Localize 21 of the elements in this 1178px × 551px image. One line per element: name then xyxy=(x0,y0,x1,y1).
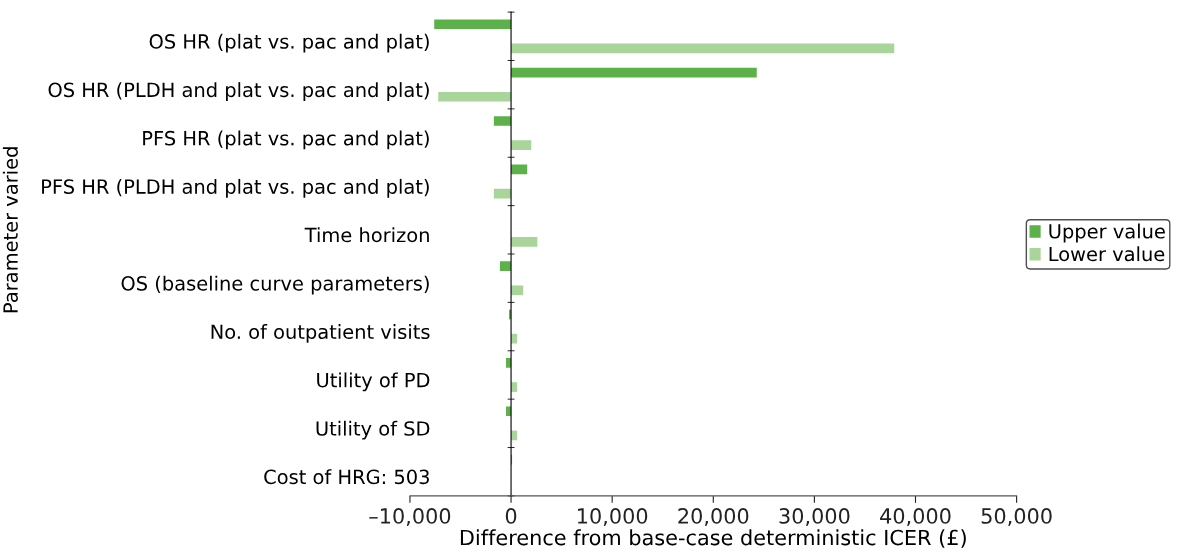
x-tick-label: 50,000 xyxy=(981,508,1052,526)
y-tick-label: OS HR (plat vs. pac and plat) xyxy=(149,33,429,53)
x-tick-label: 20,000 xyxy=(678,508,749,526)
x-tick-label: 10,000 xyxy=(578,508,648,526)
legend-label: Upper value xyxy=(1049,223,1165,243)
x-axis-title: Difference from base-case deterministic ICER (£) xyxy=(460,529,966,548)
y-tick-label: Utility of SD xyxy=(316,420,430,440)
x-tick-label: 0 xyxy=(505,508,517,524)
x-tick-label: –10,000 xyxy=(369,508,451,526)
y-tick-label: OS HR (PLDH and plat vs. pac and plat) xyxy=(48,82,429,101)
y-tick-label: Utility of PD xyxy=(317,372,430,392)
x-tick-label: 30,000 xyxy=(779,508,850,526)
x-tick-label: 40,000 xyxy=(880,508,951,526)
y-tick-label: Cost of HRG: 503 xyxy=(264,469,429,485)
y-tick-label: PFS HR (PLDH and plat vs. pac and plat) xyxy=(42,178,429,198)
legend-label: Lower value xyxy=(1049,246,1165,262)
y-tick-label: Time horizon xyxy=(304,227,429,243)
y-axis-title: Parameter varied xyxy=(2,147,18,313)
y-tick-label: PFS HR (plat vs. pac and plat) xyxy=(143,130,429,150)
y-tick-label: OS (baseline curve parameters) xyxy=(121,275,429,295)
y-tick-label: No. of outpatient visits xyxy=(211,324,430,343)
